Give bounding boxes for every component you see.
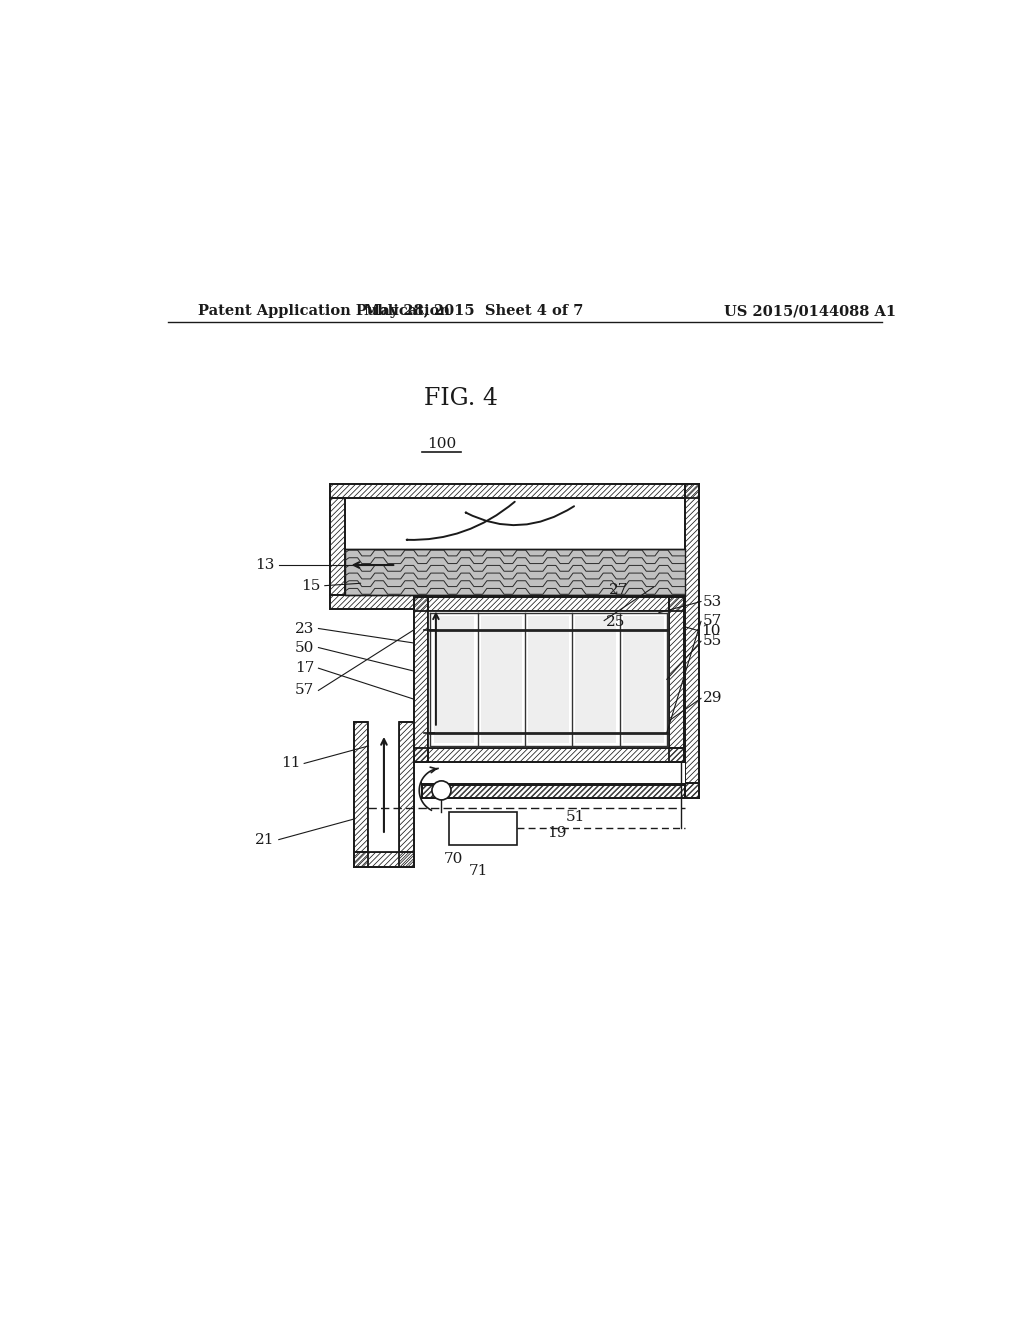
Text: 55: 55 bbox=[702, 634, 722, 648]
Bar bbox=[369, 708, 399, 853]
Text: 100: 100 bbox=[427, 437, 456, 451]
Bar bbox=[331, 595, 422, 610]
Bar bbox=[685, 484, 699, 797]
Bar bbox=[399, 722, 414, 867]
Bar bbox=[422, 784, 685, 797]
Text: 57: 57 bbox=[702, 614, 722, 628]
Text: Patent Application Publication: Patent Application Publication bbox=[198, 304, 450, 318]
Text: 50: 50 bbox=[295, 640, 314, 655]
Text: US 2015/0144088 A1: US 2015/0144088 A1 bbox=[724, 304, 897, 318]
Bar bbox=[670, 597, 684, 762]
Text: 57: 57 bbox=[295, 684, 314, 697]
Bar bbox=[414, 597, 684, 611]
Bar bbox=[422, 784, 685, 797]
Bar bbox=[345, 549, 685, 595]
Bar bbox=[422, 762, 685, 783]
Bar bbox=[399, 722, 414, 867]
Bar bbox=[685, 484, 699, 797]
Text: 17: 17 bbox=[295, 661, 314, 676]
Text: 11: 11 bbox=[281, 756, 300, 771]
Text: 21: 21 bbox=[255, 833, 274, 846]
Text: May 28, 2015  Sheet 4 of 7: May 28, 2015 Sheet 4 of 7 bbox=[364, 304, 583, 318]
Circle shape bbox=[432, 781, 451, 800]
Text: 53: 53 bbox=[702, 594, 722, 609]
Bar bbox=[422, 783, 699, 797]
Bar bbox=[670, 597, 684, 762]
Text: 13: 13 bbox=[255, 558, 274, 572]
Text: 70: 70 bbox=[443, 851, 463, 866]
Bar bbox=[414, 747, 684, 762]
Text: 10: 10 bbox=[701, 624, 721, 638]
Text: FIG. 4: FIG. 4 bbox=[424, 387, 499, 411]
Bar bbox=[354, 722, 369, 867]
Bar bbox=[331, 595, 422, 610]
Bar bbox=[331, 499, 345, 595]
Bar bbox=[414, 597, 684, 611]
Text: 51: 51 bbox=[566, 810, 586, 825]
FancyArrowPatch shape bbox=[407, 502, 515, 540]
Text: 25: 25 bbox=[606, 615, 625, 630]
Bar bbox=[331, 499, 345, 595]
Bar bbox=[414, 597, 428, 762]
Bar bbox=[428, 611, 670, 747]
Bar bbox=[354, 722, 369, 867]
Bar bbox=[433, 616, 474, 743]
Bar bbox=[331, 484, 699, 499]
Bar bbox=[345, 499, 685, 783]
Bar bbox=[414, 597, 428, 762]
Text: 27: 27 bbox=[609, 583, 629, 598]
Bar bbox=[528, 616, 569, 743]
FancyArrowPatch shape bbox=[466, 507, 574, 525]
Bar bbox=[354, 853, 414, 867]
Bar bbox=[623, 616, 664, 743]
Bar bbox=[575, 616, 616, 743]
Bar bbox=[414, 747, 684, 762]
Bar bbox=[450, 812, 517, 845]
Bar bbox=[481, 616, 522, 743]
Bar bbox=[331, 484, 699, 499]
Text: 23: 23 bbox=[295, 622, 314, 635]
Bar bbox=[354, 853, 414, 867]
Bar bbox=[422, 783, 699, 797]
Text: 29: 29 bbox=[702, 692, 722, 705]
Text: 19: 19 bbox=[547, 826, 566, 841]
Text: 71: 71 bbox=[469, 863, 488, 878]
Text: 15: 15 bbox=[301, 578, 321, 593]
